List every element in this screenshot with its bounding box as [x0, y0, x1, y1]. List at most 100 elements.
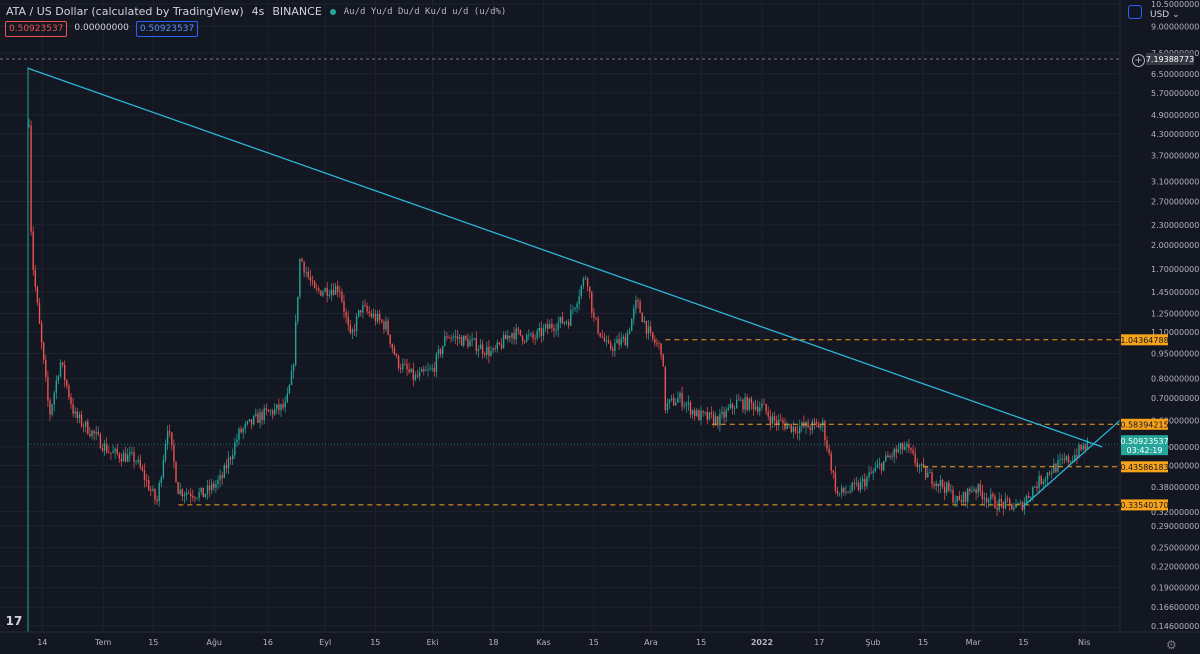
- candle-body: [337, 285, 339, 292]
- candle-body: [326, 288, 328, 296]
- time-axis-bg[interactable]: [0, 632, 1200, 654]
- candle-body: [845, 492, 847, 493]
- candle-body: [309, 276, 312, 281]
- candle-body: [1046, 472, 1049, 480]
- candle-body: [857, 483, 860, 491]
- candle-body: [969, 488, 971, 492]
- candle-body: [238, 428, 240, 440]
- price-tick-label: 9.00000000: [1151, 22, 1199, 31]
- candle-body: [1063, 458, 1065, 461]
- candle-body: [93, 430, 95, 434]
- candle-body: [788, 423, 790, 425]
- candle-body: [187, 492, 190, 494]
- candle-body: [427, 369, 429, 371]
- candle-body: [601, 336, 603, 338]
- add-alert-icon[interactable]: +: [1132, 54, 1145, 67]
- candle-body: [97, 432, 99, 435]
- fullscreen-icon[interactable]: [1128, 5, 1142, 19]
- candle-body: [1067, 456, 1070, 463]
- candle-body: [675, 402, 677, 406]
- candle-body: [80, 414, 83, 426]
- horizontal-levels[interactable]: [0, 58, 1120, 506]
- interval-label[interactable]: 4s: [251, 5, 265, 18]
- candle-body: [547, 324, 549, 329]
- candle-body: [1011, 503, 1013, 510]
- candle-body: [662, 354, 664, 367]
- candle-body: [101, 448, 104, 451]
- symbol-title[interactable]: ATA / US Dollar (calculated by TradingVi…: [6, 5, 244, 18]
- currency-label[interactable]: USD: [1150, 10, 1170, 20]
- candle-body: [988, 499, 990, 503]
- crosshair-price-label: 7.19388773: [1146, 55, 1194, 64]
- candle-body: [307, 272, 309, 277]
- trendlines[interactable]: [27, 67, 1121, 507]
- candle-body: [154, 488, 156, 500]
- candle-body: [778, 419, 780, 425]
- candle-body: [544, 324, 547, 329]
- candle-body: [1019, 502, 1021, 504]
- candle-body: [263, 408, 265, 420]
- candle-body: [946, 482, 948, 493]
- candle-body: [364, 305, 366, 306]
- candle-body: [397, 355, 400, 369]
- candle-body: [490, 350, 492, 356]
- candle-body: [612, 348, 614, 351]
- price-tick-label: 3.10000000: [1151, 177, 1199, 186]
- price-axis-bg[interactable]: [1120, 0, 1200, 632]
- candle-body: [439, 349, 442, 355]
- price-tick-label: 0.29000000: [1151, 522, 1199, 531]
- time-tick-label: 15: [918, 638, 928, 647]
- candle-body: [887, 455, 889, 458]
- candle-body: [549, 323, 551, 329]
- candle-body: [509, 335, 511, 338]
- candle-body: [622, 336, 624, 339]
- candle-body: [637, 300, 639, 302]
- candle-body: [391, 344, 393, 349]
- candle-body: [652, 332, 654, 339]
- candles: [27, 67, 1089, 632]
- candle-body: [523, 341, 526, 342]
- candle-body: [853, 482, 855, 484]
- candle-body: [410, 368, 412, 373]
- candle-body: [1036, 486, 1038, 489]
- candle-body: [836, 490, 839, 494]
- candle-body: [353, 329, 356, 331]
- candle-body: [568, 321, 570, 326]
- candle-body: [559, 316, 561, 323]
- candle-body: [977, 484, 979, 493]
- currency-selector[interactable]: USD ⌄: [1150, 10, 1180, 20]
- candle-body: [725, 410, 727, 418]
- symbol-legend[interactable]: ATA / US Dollar (calculated by TradingVi…: [6, 5, 506, 18]
- candle-body: [488, 346, 490, 356]
- candle-body: [106, 443, 108, 453]
- candle-body: [341, 291, 343, 302]
- candle-body: [183, 494, 186, 497]
- candle-body: [832, 470, 834, 473]
- candle-body: [156, 499, 158, 502]
- candle-body: [135, 461, 137, 463]
- tradingview-logo-icon[interactable]: 17: [5, 612, 23, 630]
- time-tick-label: 15: [148, 638, 158, 647]
- candle-body: [242, 428, 244, 433]
- candle-body: [1080, 444, 1082, 450]
- candle-body: [731, 403, 734, 409]
- candle-body: [362, 305, 364, 313]
- settings-gear-icon[interactable]: ⚙: [1166, 638, 1177, 652]
- price-tick-label: 4.30000000: [1151, 130, 1199, 139]
- candle-body: [927, 472, 929, 478]
- candle-body: [404, 363, 406, 365]
- candle-body: [305, 272, 307, 273]
- candle-body: [339, 291, 341, 293]
- candle-body: [721, 411, 723, 414]
- candle-body: [870, 472, 872, 474]
- candle-body: [1053, 463, 1055, 473]
- candle-body: [687, 402, 690, 405]
- price-tick-label: 2.70000000: [1151, 198, 1199, 207]
- candle-body: [654, 338, 656, 343]
- candle-body: [813, 421, 816, 423]
- candle-body: [817, 423, 820, 428]
- time-tick-label: 18: [488, 638, 498, 647]
- candle-body: [1082, 445, 1084, 450]
- candle-body: [1015, 504, 1017, 508]
